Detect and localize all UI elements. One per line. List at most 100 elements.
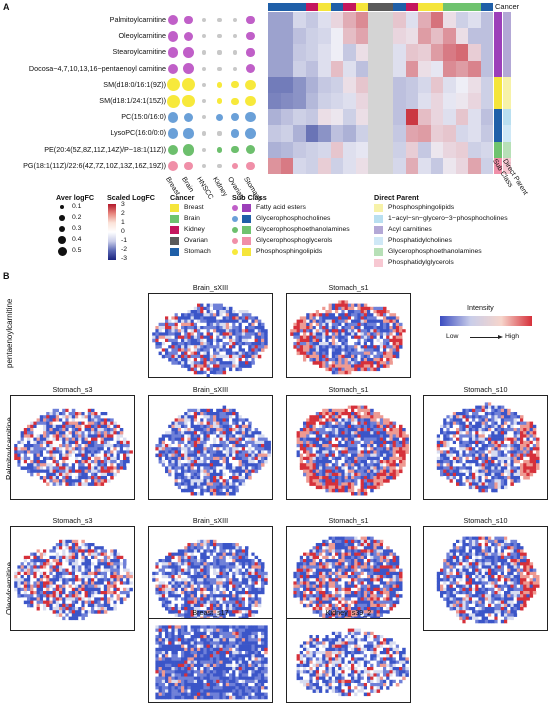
heatmap-cell — [380, 109, 394, 126]
heatmap-cell — [330, 109, 344, 126]
dot-mark — [232, 162, 238, 169]
dot-mark — [230, 113, 240, 122]
panel-a-letter: A — [3, 2, 10, 12]
dot-mark — [184, 161, 193, 170]
dot-mark — [217, 163, 222, 168]
cancer-strip-cell — [393, 3, 406, 11]
dot-mark — [201, 163, 207, 168]
heatmap-cell — [468, 157, 481, 175]
sub-class-legend-swatch — [242, 215, 251, 223]
intensity-legend-title: Intensity — [467, 303, 494, 312]
heatmap-cell — [405, 44, 419, 61]
heatmap-cell — [455, 76, 469, 94]
dot-mark — [166, 78, 180, 92]
aver-logfc-legend-title: Aver logFC — [56, 193, 95, 202]
heatmap-cell — [293, 141, 306, 159]
heatmap-cell — [305, 93, 319, 110]
dot-mark — [201, 66, 207, 71]
heatmap-cell — [455, 125, 469, 142]
heatmap-cell — [355, 76, 369, 94]
heatmap-cell — [330, 93, 344, 110]
sample-title: Breast_s17 — [192, 608, 229, 617]
heatmap-cell — [280, 76, 294, 94]
heatmap-cell — [368, 12, 381, 29]
heatmap-cell — [430, 12, 444, 29]
dot-mark — [217, 34, 222, 39]
dot-mark — [183, 63, 194, 75]
cancer-strip-cell — [418, 3, 431, 11]
heatmap-cell — [380, 76, 394, 94]
heatmap-cell — [330, 12, 344, 29]
heatmap-cell — [430, 76, 444, 94]
dot-mark — [201, 115, 207, 120]
direct-parent-legend-swatch — [374, 248, 383, 256]
direct-parent-legend-swatch — [374, 215, 383, 223]
heatmap-cell — [455, 60, 469, 78]
heatmap-cell — [430, 60, 444, 78]
dot-mark — [217, 66, 222, 71]
heatmap-cell — [280, 93, 294, 110]
heatmap-cell — [418, 93, 431, 110]
heatmap-cell — [380, 28, 394, 45]
heatmap-cell — [280, 28, 294, 45]
dot-mark — [182, 143, 195, 156]
heatmap-cell — [318, 76, 331, 94]
dot-mark — [167, 15, 179, 26]
metabolite-label: Palmitoylcarnitine — [109, 15, 166, 24]
size-legend-label: 0.2 — [72, 214, 82, 221]
sub-class-legend-dot — [232, 249, 238, 255]
metabolite-label: Stearoylcarnitine — [112, 47, 166, 57]
direct-parent-legend-label: Acyl carnitines — [388, 226, 432, 233]
metabolite-label: Oleoylcarnitine — [118, 31, 166, 41]
heatmap-cell — [305, 76, 319, 94]
heatmap-cell — [355, 125, 369, 142]
heatmap-cell — [343, 109, 356, 126]
dot-mark — [217, 18, 222, 23]
metabolite-label: PG(18:1(11Z)/22:6(4Z,7Z,10Z,13Z,16Z,19Z)… — [23, 160, 166, 170]
size-legend-dot — [57, 235, 67, 245]
dot-mark — [201, 147, 207, 152]
sub-class-cell — [494, 141, 502, 159]
intensity-map — [293, 536, 403, 624]
dot-mark — [167, 111, 179, 123]
cancer-legend-swatch — [170, 215, 179, 223]
dot-mark — [183, 47, 194, 58]
heatmap-cell — [468, 76, 481, 94]
heatmap-cell — [480, 93, 494, 110]
sub-class-cell — [494, 28, 502, 45]
sample-title: Stomach_s1 — [328, 516, 369, 525]
dot-mark — [167, 160, 179, 171]
dot-mark — [232, 66, 238, 71]
heatmap-cell — [468, 28, 481, 45]
intensity-map-frame — [286, 395, 411, 500]
cancer-legend-label: Breast — [184, 204, 204, 211]
sample-title: Brain_sXIII — [192, 516, 229, 525]
cancer-strip-cell — [480, 3, 494, 11]
heatmap-cell — [280, 125, 294, 142]
dot-mark — [183, 31, 194, 41]
cancer-strip-cell — [330, 3, 344, 11]
heatmap-cell — [280, 141, 294, 159]
heatmap-cell — [418, 157, 431, 175]
heatmap-cell — [330, 76, 344, 94]
heatmap-cell — [418, 141, 431, 159]
heatmap-cell — [443, 141, 456, 159]
sample-title: Stomach_s1 — [328, 385, 369, 394]
intensity-map — [436, 536, 540, 624]
heatmap-cell — [280, 157, 294, 175]
heatmap-cell — [480, 76, 494, 94]
cancer-strip-cell — [280, 3, 294, 11]
heatmap-cell — [305, 28, 319, 45]
heatmap-cell — [468, 109, 481, 126]
scaled-tick-label: 1 — [121, 219, 125, 226]
direct-parent-legend-swatch — [374, 237, 383, 245]
size-legend-dot — [59, 204, 64, 209]
heatmap-cell — [418, 60, 431, 78]
heatmap-cell — [343, 12, 356, 29]
heatmap-cell — [368, 93, 381, 110]
direct-parent-legend-label: Phosphosphingolipids — [388, 204, 455, 211]
heatmap-cell — [318, 60, 331, 78]
sub-class-cell — [494, 109, 502, 126]
dot-mark — [245, 64, 256, 74]
intensity-map — [436, 402, 540, 496]
